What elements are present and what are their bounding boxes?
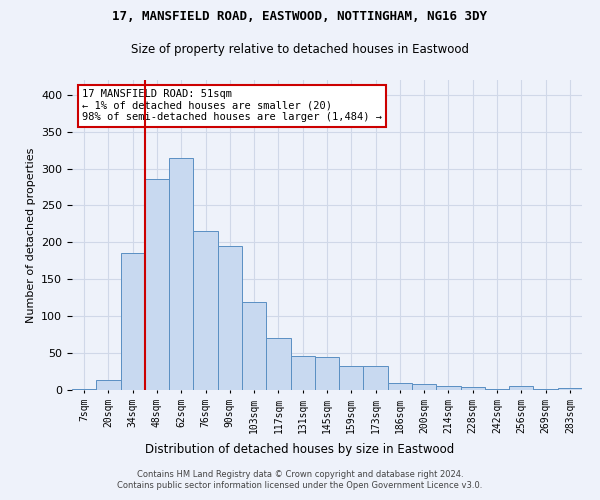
- Bar: [412, 384, 436, 390]
- Text: Distribution of detached houses by size in Eastwood: Distribution of detached houses by size …: [145, 442, 455, 456]
- Bar: [96, 380, 121, 390]
- Bar: [339, 366, 364, 390]
- Bar: [193, 232, 218, 390]
- Bar: [558, 388, 582, 390]
- Bar: [315, 357, 339, 390]
- Text: Contains public sector information licensed under the Open Government Licence v3: Contains public sector information licen…: [118, 481, 482, 490]
- Text: Size of property relative to detached houses in Eastwood: Size of property relative to detached ho…: [131, 42, 469, 56]
- Bar: [169, 158, 193, 390]
- Bar: [533, 388, 558, 390]
- Text: 17 MANSFIELD ROAD: 51sqm
← 1% of detached houses are smaller (20)
98% of semi-de: 17 MANSFIELD ROAD: 51sqm ← 1% of detache…: [82, 90, 382, 122]
- Bar: [290, 356, 315, 390]
- Bar: [485, 388, 509, 390]
- Bar: [242, 302, 266, 390]
- Y-axis label: Number of detached properties: Number of detached properties: [26, 148, 35, 322]
- Bar: [121, 254, 145, 390]
- Bar: [72, 388, 96, 390]
- Bar: [145, 179, 169, 390]
- Bar: [218, 246, 242, 390]
- Bar: [509, 386, 533, 390]
- Bar: [461, 387, 485, 390]
- Bar: [388, 382, 412, 390]
- Bar: [364, 366, 388, 390]
- Bar: [266, 338, 290, 390]
- Text: 17, MANSFIELD ROAD, EASTWOOD, NOTTINGHAM, NG16 3DY: 17, MANSFIELD ROAD, EASTWOOD, NOTTINGHAM…: [113, 10, 487, 23]
- Bar: [436, 386, 461, 390]
- Text: Contains HM Land Registry data © Crown copyright and database right 2024.: Contains HM Land Registry data © Crown c…: [137, 470, 463, 479]
